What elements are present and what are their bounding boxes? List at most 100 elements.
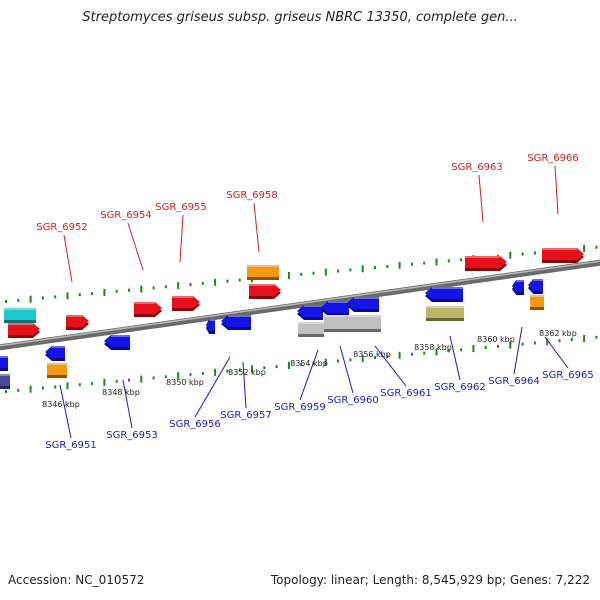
gene-feature-gray[interactable] (324, 315, 381, 332)
gene-feature-red[interactable] (8, 323, 40, 338)
gene-label-bottom[interactable]: SGR_6959 (274, 402, 326, 413)
feature-body (347, 297, 379, 309)
gene-label-bottom[interactable]: SGR_6961 (380, 388, 432, 399)
feature-highlight (52, 346, 65, 348)
feature-body (4, 308, 36, 320)
gene-label-top[interactable]: SGR_6955 (155, 202, 207, 213)
scale-label: 8346 kbp (42, 400, 80, 409)
gene-feature-red[interactable] (172, 296, 200, 311)
gene-feature-gray[interactable] (298, 322, 324, 337)
feature-highlight (66, 315, 82, 317)
leader-line (122, 379, 133, 429)
gene-label-bottom[interactable]: SGR_6962 (434, 382, 486, 393)
gene-feature-blue[interactable] (528, 279, 543, 294)
feature-highlight (4, 308, 36, 310)
feature-highlight (172, 296, 193, 298)
feature-highlight (228, 315, 251, 317)
feature-body (172, 296, 200, 308)
gene-label-bottom[interactable]: SGR_6953 (106, 430, 158, 441)
feature-highlight (111, 335, 130, 337)
gene-feature-blue[interactable] (321, 301, 349, 316)
feature-highlight (465, 256, 500, 258)
gene-feature-blue[interactable] (512, 280, 524, 295)
gene-feature-olive[interactable] (426, 306, 464, 321)
feature-body (0, 374, 10, 386)
leader-line (374, 345, 407, 387)
gene-feature-red[interactable] (542, 248, 584, 263)
leader-line (242, 361, 247, 409)
feature-body (297, 305, 323, 317)
gene-feature-blue[interactable] (206, 319, 215, 334)
feature-highlight (0, 374, 10, 376)
feature-body (206, 319, 215, 331)
gene-feature-blue[interactable] (425, 287, 463, 302)
gene-feature-blue[interactable] (0, 356, 8, 371)
scale-label: 8348 kbp (102, 388, 140, 397)
leader-line (253, 202, 260, 253)
scale-label: 8362 kbp (539, 329, 577, 338)
scale-label: 8358 kbp (414, 343, 452, 352)
gene-feature-purple[interactable] (0, 374, 10, 389)
feature-body (542, 248, 584, 260)
gene-label-bottom[interactable]: SGR_6951 (45, 440, 97, 451)
gene-label-top[interactable]: SGR_6952 (36, 222, 88, 233)
gene-feature-red[interactable] (134, 302, 162, 317)
gene-label-bottom[interactable]: SGR_6957 (220, 410, 272, 421)
feature-highlight (530, 295, 544, 297)
gene-label-top[interactable]: SGR_6958 (226, 190, 278, 201)
gene-label-bottom[interactable]: SGR_6965 (542, 370, 594, 381)
feature-body (134, 302, 162, 314)
feature-body (528, 279, 543, 291)
feature-body (465, 256, 507, 268)
feature-body (66, 315, 89, 327)
gene-feature-blue[interactable] (45, 346, 65, 361)
leader-line (63, 234, 73, 283)
gene-feature-orange[interactable] (47, 363, 67, 378)
feature-body (425, 287, 463, 299)
scale-label: 8360 kbp (477, 335, 515, 344)
feature-highlight (354, 297, 379, 299)
gene-feature-blue[interactable] (347, 297, 379, 312)
feature-highlight (426, 306, 464, 308)
leader-line (194, 356, 231, 418)
feature-body (324, 315, 381, 329)
backbone-bar (0, 259, 600, 351)
leader-line (449, 335, 461, 381)
scale-label: 8350 kbp (166, 378, 204, 387)
gene-label-top[interactable]: SGR_6963 (451, 162, 503, 173)
feature-body (298, 322, 324, 334)
feature-highlight (249, 284, 274, 286)
leader-line (544, 336, 569, 369)
feature-layer (0, 248, 584, 389)
feature-body (321, 301, 349, 313)
leader-line (478, 174, 484, 223)
backbone-highlight (0, 260, 600, 347)
feature-highlight (328, 301, 349, 303)
feature-highlight (516, 280, 524, 282)
feature-body (104, 335, 130, 347)
gene-feature-blue[interactable] (297, 305, 323, 320)
scale-label: 8354 kbp (290, 359, 328, 368)
genome-backbone (0, 259, 600, 351)
feature-highlight (324, 315, 381, 317)
gene-feature-red[interactable] (465, 256, 507, 271)
leader-line (339, 345, 354, 394)
gene-label-bottom[interactable]: SGR_6956 (169, 419, 221, 430)
scale-label: 8356 kbp (353, 350, 391, 359)
gene-label-top[interactable]: SGR_6954 (100, 210, 152, 221)
gene-label-bottom[interactable]: SGR_6964 (488, 376, 540, 387)
gene-feature-blue[interactable] (221, 315, 251, 330)
feature-body (249, 284, 281, 296)
gene-feature-orange[interactable] (530, 295, 544, 310)
gene-feature-red[interactable] (249, 284, 281, 299)
gene-label-bottom[interactable]: SGR_6960 (327, 395, 379, 406)
gene-feature-orange[interactable] (247, 265, 279, 280)
genome-title: Streptomyces griseus subsp. griseus NBRC… (82, 10, 518, 25)
gene-feature-blue[interactable] (104, 335, 130, 350)
gene-feature-red[interactable] (66, 315, 89, 330)
gene-feature-cyan[interactable] (4, 308, 36, 323)
accession-text: Accession: NC_010572 (8, 573, 145, 587)
leader-line (179, 214, 184, 263)
gene-label-top[interactable]: SGR_6966 (527, 153, 579, 164)
